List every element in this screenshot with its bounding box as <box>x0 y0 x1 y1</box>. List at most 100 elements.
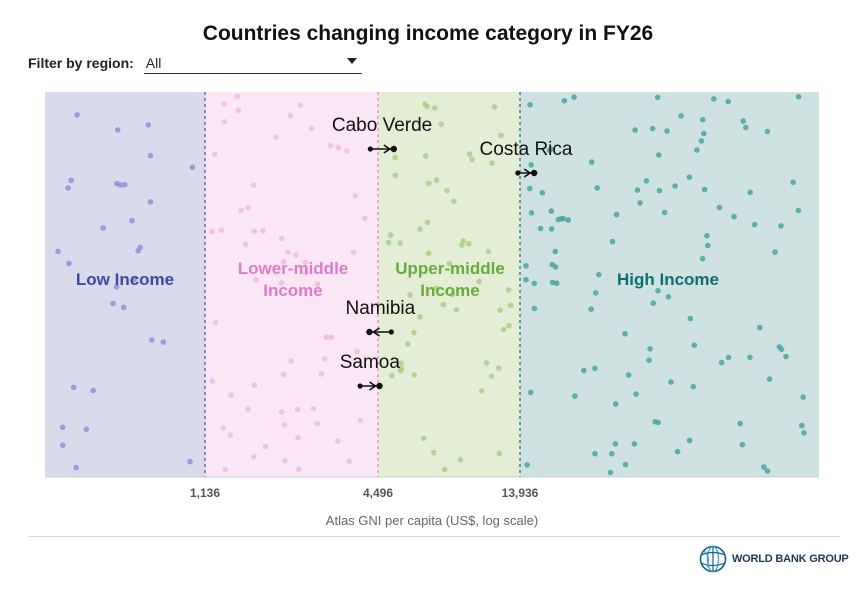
background-dot <box>485 248 492 255</box>
background-dot <box>222 466 229 473</box>
background-dots <box>55 93 807 476</box>
background-dot <box>656 187 663 194</box>
background-dot <box>212 319 219 326</box>
background-dot <box>718 359 725 366</box>
world-bank-logo[interactable]: WORLD BANK GROUP <box>699 545 849 573</box>
background-dot <box>420 435 427 442</box>
background-dot <box>609 238 616 245</box>
background-dot <box>686 174 693 180</box>
background-dot <box>83 426 90 433</box>
background-dot <box>221 119 228 125</box>
background-dot <box>357 417 364 424</box>
background-dot <box>565 217 571 223</box>
background-dot <box>527 102 533 108</box>
background-dot <box>701 130 707 137</box>
background-dot <box>302 259 309 266</box>
background-dot <box>716 204 723 211</box>
background-dot <box>634 187 641 193</box>
background-dot <box>209 228 215 235</box>
background-dot <box>672 183 678 189</box>
background-dot <box>245 406 251 412</box>
background-dot <box>288 358 294 364</box>
background-dot <box>739 441 746 448</box>
background-dot <box>596 271 602 278</box>
country-label: Samoa <box>340 352 401 373</box>
background-dot <box>308 125 315 132</box>
background-dot <box>622 461 629 468</box>
background-dot <box>457 456 464 463</box>
background-dot <box>496 450 503 457</box>
background-dot <box>354 348 360 355</box>
background-dot <box>253 277 259 283</box>
background-dot <box>668 379 674 385</box>
background-dot <box>747 189 753 196</box>
background-dot <box>397 240 403 246</box>
band-high <box>520 92 819 477</box>
background-dot <box>74 112 80 118</box>
background-dot <box>398 366 405 372</box>
background-dot <box>405 341 411 347</box>
background-dot <box>523 263 529 269</box>
region-labels: Low Income Lower-middle Income Upper-middle… <box>76 259 719 300</box>
background-dot <box>665 294 672 300</box>
background-dot <box>100 225 106 231</box>
background-dot <box>346 458 353 464</box>
x-tick-label: 13,936 <box>502 486 539 500</box>
background-dot <box>757 324 763 331</box>
background-dot <box>438 121 445 128</box>
logo-text: WORLD BANK GROUP <box>732 553 849 565</box>
region-select[interactable]: All <box>143 52 362 74</box>
background-dot <box>674 448 681 455</box>
background-dot <box>407 292 413 298</box>
background-dot <box>273 134 279 140</box>
background-dot <box>656 152 662 158</box>
background-dot <box>335 144 342 151</box>
background-dot <box>588 159 595 165</box>
globe-icon <box>699 545 727 573</box>
background-dot <box>417 226 423 232</box>
background-dot <box>633 391 639 397</box>
background-dot <box>592 450 598 457</box>
background-dot <box>90 387 96 394</box>
background-dot <box>335 438 341 444</box>
background-dot <box>646 357 652 364</box>
background-dot <box>694 147 700 153</box>
background-dot <box>392 154 398 161</box>
background-dot <box>622 330 628 337</box>
arrow-head-icon <box>371 327 380 337</box>
background-dot <box>491 104 498 110</box>
country-markers: Cabo Verde Costa Rica Namibia Samoa <box>332 115 573 391</box>
country-marker: Namibia <box>346 298 416 337</box>
background-dot <box>505 287 512 293</box>
country-start-dot <box>357 383 363 389</box>
background-dot <box>280 258 287 265</box>
background-dot <box>740 118 747 124</box>
background-dot <box>149 337 155 343</box>
background-dot <box>500 326 507 333</box>
background-dot <box>302 270 309 276</box>
background-dot <box>282 457 288 464</box>
background-dot <box>690 383 697 390</box>
background-dot <box>766 376 773 382</box>
background-dot <box>147 152 154 159</box>
background-dot <box>699 255 706 262</box>
background-dot <box>66 260 72 267</box>
background-dot <box>800 394 806 400</box>
country-label: Namibia <box>346 298 416 319</box>
country-end-dot <box>390 145 398 153</box>
background-dot <box>460 238 467 244</box>
x-tick-label: 1,136 <box>190 486 220 500</box>
background-dot <box>647 346 653 352</box>
background-dot <box>113 284 120 290</box>
band-low <box>45 92 205 477</box>
background-dot <box>228 392 234 398</box>
background-dot <box>234 93 241 100</box>
background-dot <box>581 367 587 374</box>
background-dot <box>548 208 555 214</box>
background-dot <box>137 244 143 251</box>
background-dot <box>187 458 193 465</box>
background-dot <box>398 360 404 367</box>
background-dot <box>238 207 244 214</box>
background-dot <box>70 384 77 391</box>
background-dot <box>280 371 287 378</box>
